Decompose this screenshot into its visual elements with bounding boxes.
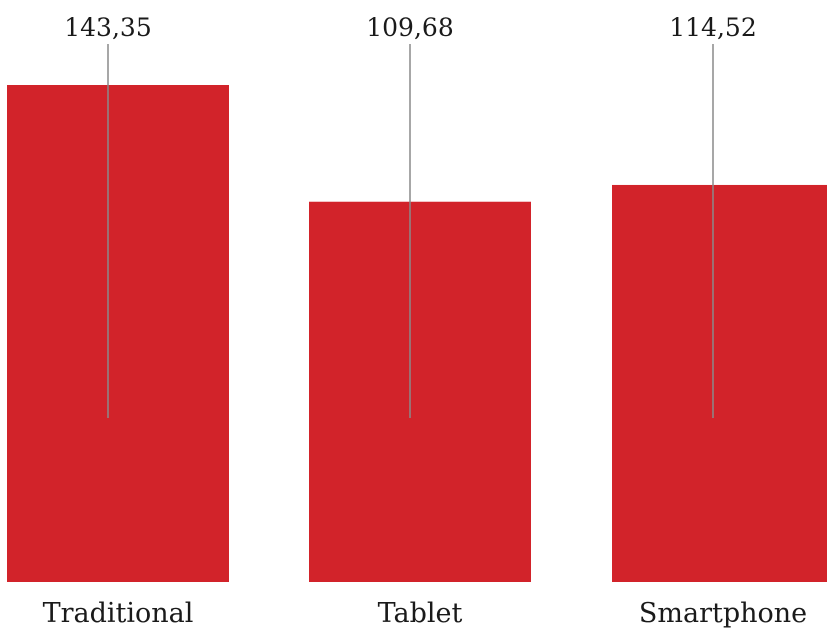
value-label-traditional: 143,35 [64, 13, 151, 42]
category-label-traditional: Traditional [43, 598, 194, 629]
value-label-smartphone: 114,52 [669, 13, 756, 42]
value-label-tablet: 109,68 [366, 13, 453, 42]
category-label-smartphone: Smartphone [639, 598, 807, 629]
bar-smartphone [612, 184, 827, 583]
bar-tablet [309, 201, 531, 582]
bar-traditional [7, 85, 229, 582]
category-label-tablet: Tablet [378, 598, 463, 629]
